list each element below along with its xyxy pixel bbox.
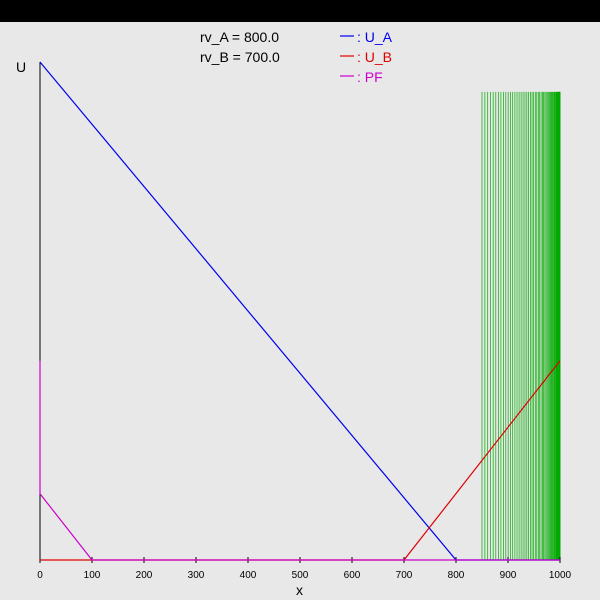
green-line-cluster bbox=[481, 91, 561, 560]
x-tick-label: 800 bbox=[448, 570, 465, 581]
x-tick-label: 900 bbox=[500, 570, 517, 581]
legend-label: : PF bbox=[357, 69, 383, 85]
series bbox=[39, 61, 561, 561]
x-tick-label: 1000 bbox=[549, 570, 572, 581]
series-line-2 bbox=[39, 360, 560, 561]
x-tick-label: 500 bbox=[292, 570, 309, 581]
x-ticks: 0 100 200 300 400 500 600 700 800 900 1000 bbox=[37, 557, 572, 581]
param-rv-b: rv_B = 700.0 bbox=[200, 49, 280, 65]
x-tick-label: 600 bbox=[344, 570, 361, 581]
x-tick-label: 400 bbox=[240, 570, 257, 581]
legend-label: : U_A bbox=[357, 29, 393, 45]
x-tick-label: 100 bbox=[84, 570, 101, 581]
param-rv-a: rv_A = 800.0 bbox=[200, 29, 279, 45]
legend: : U_A : U_B : PF bbox=[340, 29, 393, 85]
window-title-bar bbox=[0, 0, 600, 22]
x-axis-label: x bbox=[296, 582, 303, 598]
x-tick-label: 200 bbox=[136, 570, 153, 581]
y-axis-label: U bbox=[16, 59, 26, 75]
x-tick-label: 300 bbox=[188, 570, 205, 581]
legend-label: : U_B bbox=[357, 49, 392, 65]
x-tick-label: 700 bbox=[396, 570, 413, 581]
x-tick-label: 0 bbox=[37, 570, 43, 581]
